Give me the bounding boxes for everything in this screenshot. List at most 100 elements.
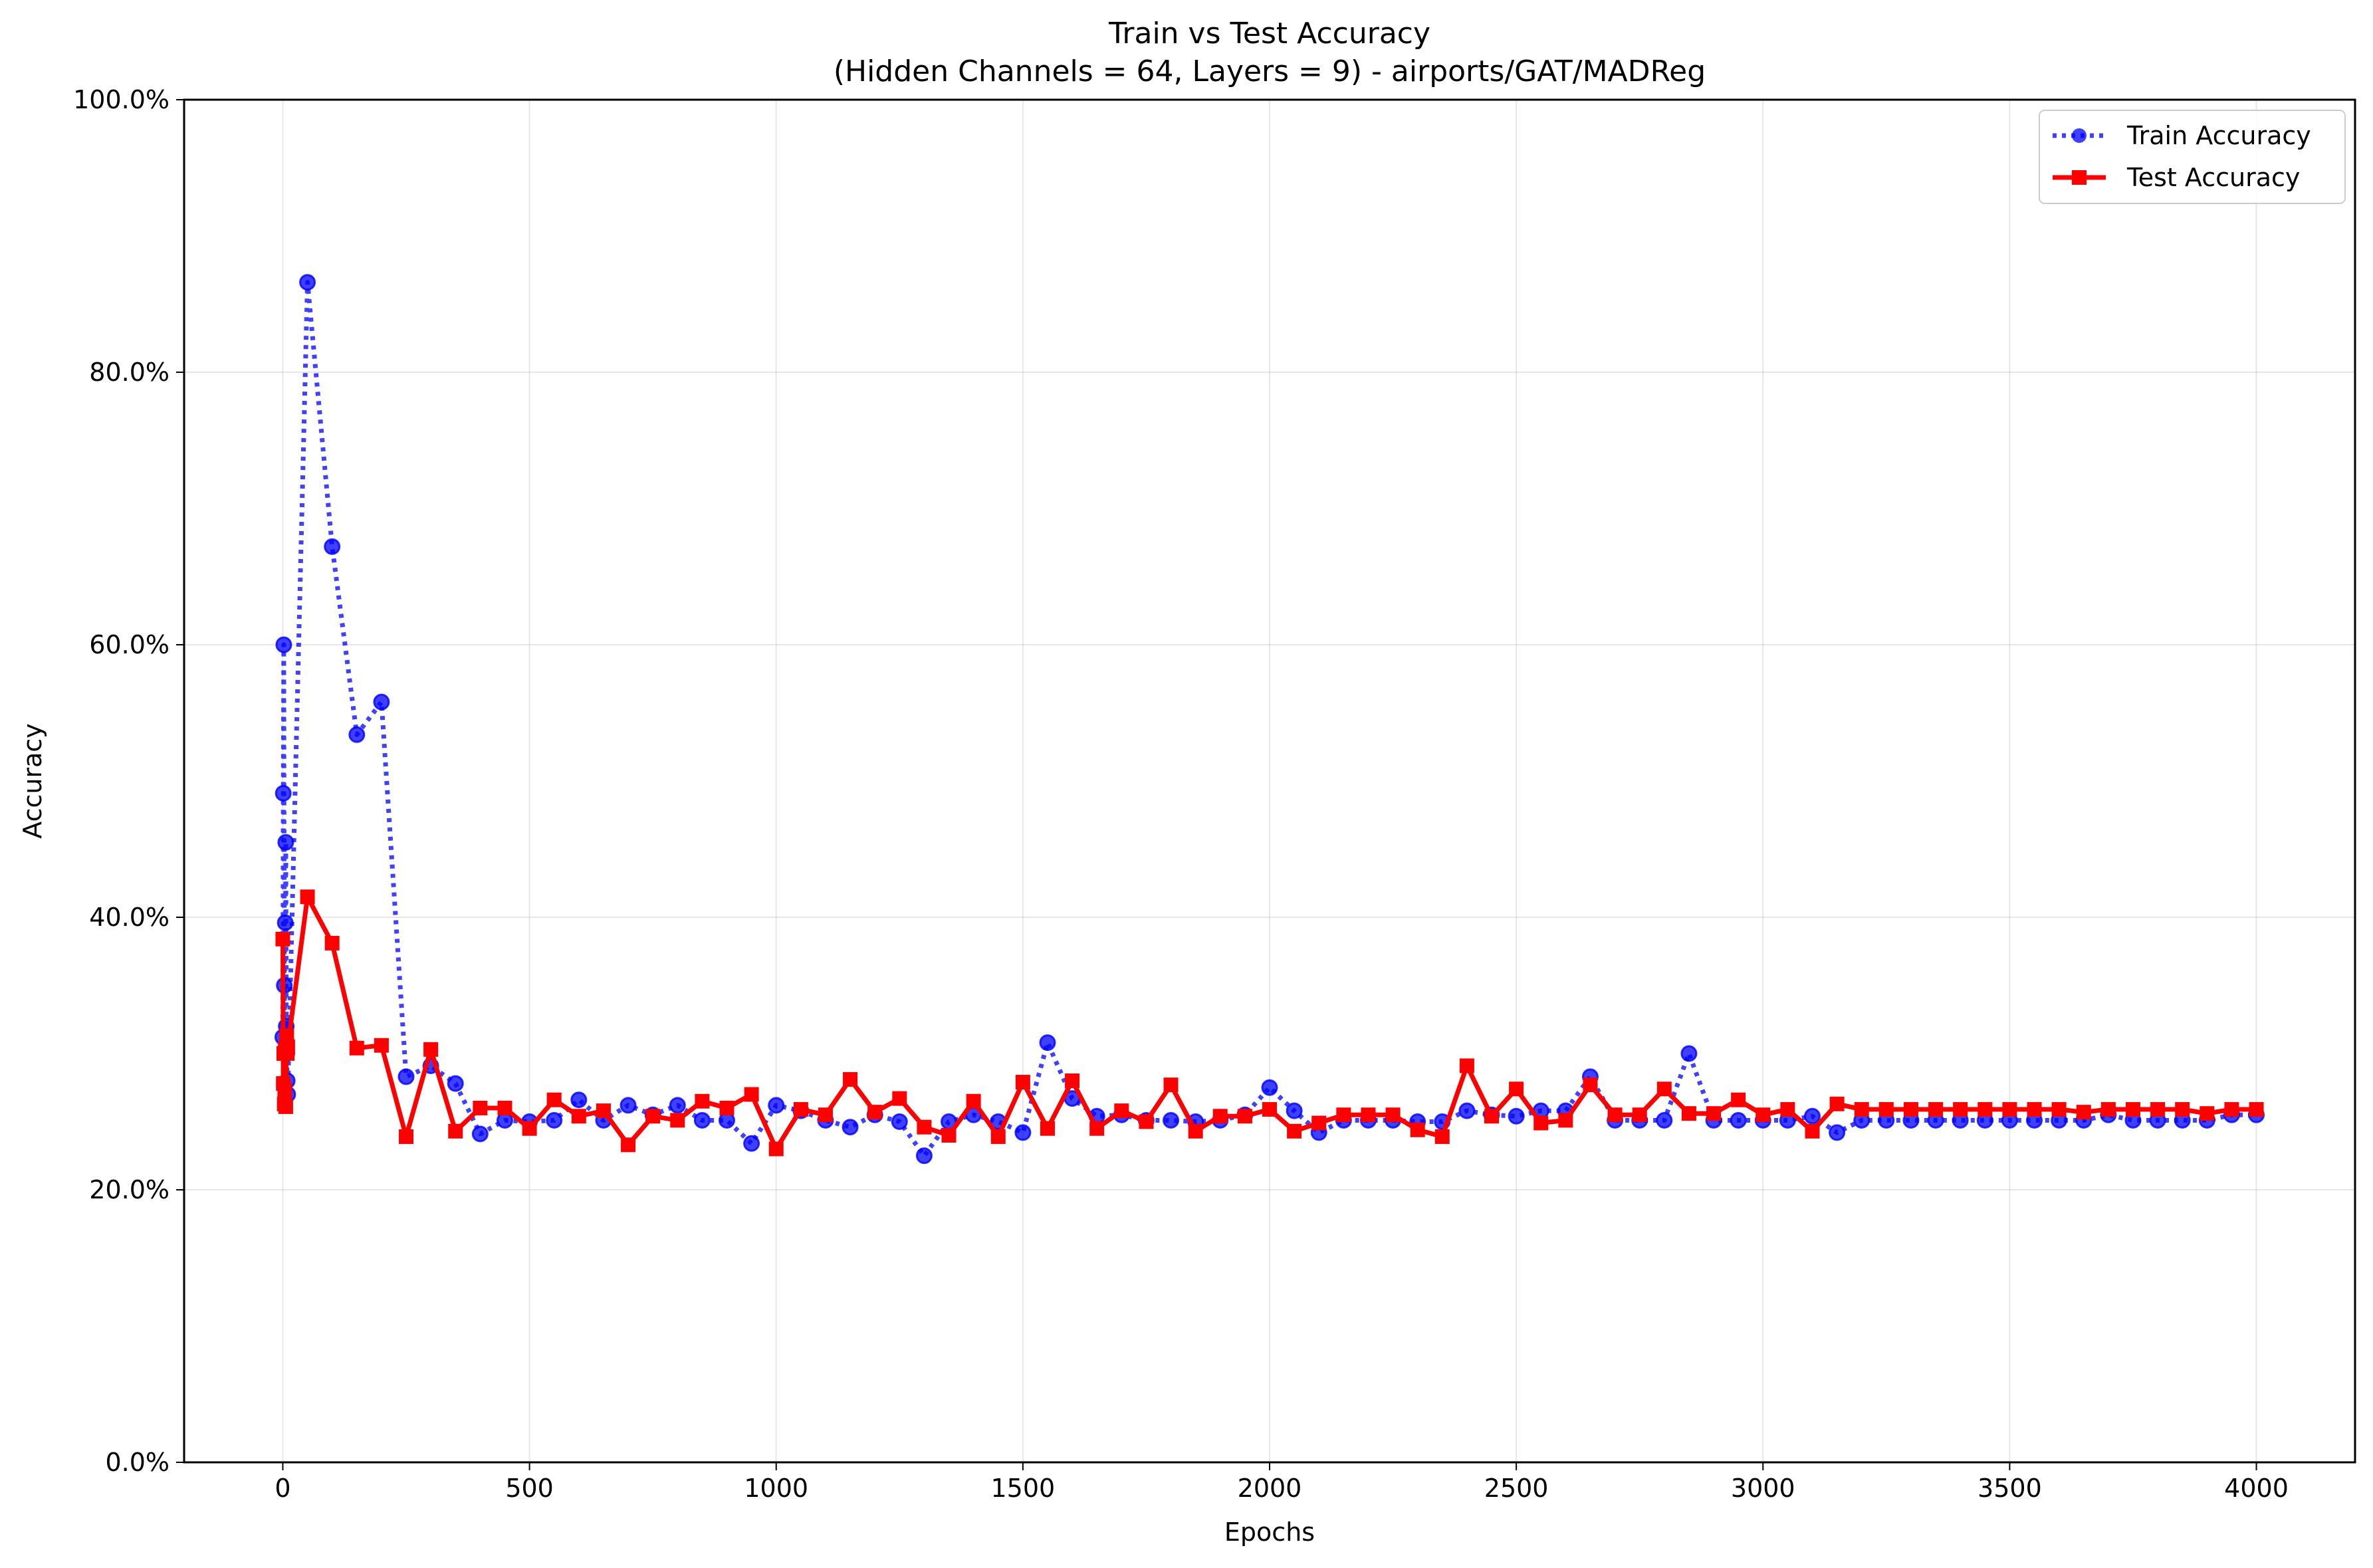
train-accuracy-point — [693, 1111, 711, 1129]
train-accuracy-point — [768, 1097, 785, 1114]
test-accuracy-point — [1163, 1077, 1179, 1093]
test-accuracy-point — [280, 1039, 295, 1054]
test-accuracy-point — [571, 1109, 586, 1124]
train-accuracy-point — [1829, 1124, 1846, 1141]
test-accuracy-point — [1459, 1058, 1474, 1073]
test-accuracy-point — [2200, 1106, 2215, 1121]
test-accuracy-point — [966, 1093, 981, 1109]
train-accuracy-point — [546, 1111, 563, 1129]
test-accuracy-point — [2224, 1102, 2239, 1117]
test-accuracy-point — [374, 1038, 389, 1053]
train-accuracy-point — [570, 1091, 588, 1109]
x-tick-label: 1500 — [991, 1474, 1056, 1503]
test-accuracy-point — [1361, 1107, 1376, 1123]
x-tick-label: 4000 — [2224, 1474, 2289, 1503]
test-accuracy-point — [277, 1083, 292, 1098]
train-accuracy-point — [915, 1147, 933, 1165]
train-accuracy-point — [324, 538, 341, 555]
test-accuracy-point — [670, 1113, 685, 1128]
test-accuracy-point — [497, 1101, 512, 1115]
train-accuracy-point — [397, 1068, 415, 1085]
test-accuracy-point — [1410, 1122, 1425, 1137]
test-accuracy-point — [448, 1123, 463, 1139]
test-accuracy-point — [941, 1128, 957, 1143]
test-accuracy-point — [1583, 1077, 1598, 1093]
test-accuracy-point — [867, 1105, 883, 1120]
legend-label: Test Accuracy — [2126, 163, 2300, 192]
test-accuracy-point — [1139, 1114, 1154, 1129]
y-tick-label: 60.0% — [89, 630, 170, 659]
y-tick-label: 80.0% — [89, 358, 170, 387]
test-accuracy-point — [1212, 1109, 1228, 1124]
test-accuracy-point — [324, 935, 340, 951]
test-accuracy-point — [768, 1141, 784, 1157]
test-accuracy-point — [719, 1101, 734, 1115]
test-accuracy-point — [1978, 1102, 1993, 1117]
test-accuracy-point — [1928, 1102, 1944, 1117]
test-accuracy-point — [1509, 1081, 1524, 1097]
test-accuracy-point — [1484, 1109, 1500, 1124]
legend-swatch-marker — [2072, 128, 2087, 143]
test-accuracy-point — [1311, 1115, 1327, 1131]
legend: Train Accuracy Test Accuracy — [2039, 110, 2346, 204]
test-accuracy-point — [1188, 1123, 1203, 1139]
test-accuracy-point — [300, 889, 315, 905]
y-tick-label: 40.0% — [89, 903, 170, 932]
test-accuracy-point — [892, 1091, 907, 1106]
x-tick-label: 3000 — [1731, 1474, 1795, 1503]
test-accuracy-point — [2175, 1102, 2190, 1117]
y-tick-label: 100.0% — [73, 85, 170, 114]
test-accuracy-point — [1780, 1102, 1795, 1117]
test-accuracy-point — [1065, 1073, 1080, 1088]
train-accuracy-point — [275, 784, 292, 802]
x-tick-label: 0 — [275, 1474, 290, 1503]
x-tick-label: 500 — [505, 1474, 554, 1503]
y-tick-label: 20.0% — [89, 1175, 170, 1204]
test-accuracy-point — [2150, 1102, 2166, 1117]
y-tick-label: 0.0% — [105, 1448, 170, 1477]
chart-title: Train vs Test Accuracy — [1108, 17, 1430, 51]
train-accuracy-point — [1039, 1034, 1056, 1052]
test-accuracy-point — [1607, 1107, 1623, 1123]
test-accuracy-point — [1237, 1109, 1252, 1124]
train-accuracy-point — [348, 726, 366, 743]
grid — [184, 99, 2355, 1463]
test-accuracy-point — [1336, 1107, 1351, 1123]
test-accuracy-point — [1706, 1106, 1722, 1121]
train-accuracy-point — [842, 1119, 859, 1136]
test-accuracy-point — [278, 1099, 293, 1114]
axis-ticks: 0 500 1000 1500 2000 2500 3000 3500 4000 0.0% 20.0… — [73, 85, 2289, 1503]
train-accuracy-point — [1804, 1107, 1821, 1125]
y-axis-label: Accuracy — [18, 723, 47, 839]
test-accuracy-point — [2249, 1102, 2264, 1117]
test-accuracy-point — [1558, 1113, 1573, 1128]
x-tick-label: 1000 — [744, 1474, 808, 1503]
test-accuracy-point — [1114, 1103, 1129, 1119]
legend-swatch-marker — [2072, 170, 2087, 185]
test-accuracy-point — [2027, 1102, 2042, 1117]
test-accuracy-point — [793, 1102, 808, 1117]
test-accuracy-point — [1805, 1123, 1820, 1139]
train-accuracy-point — [447, 1075, 464, 1092]
test-accuracy-point — [1040, 1121, 1055, 1136]
test-accuracy-point — [473, 1101, 488, 1115]
test-accuracy-series — [275, 889, 2264, 1157]
test-accuracy-point — [2076, 1105, 2091, 1120]
train-accuracy-point — [743, 1135, 760, 1152]
test-accuracy-point — [2051, 1102, 2067, 1117]
train-accuracy-point — [1656, 1111, 1673, 1129]
test-accuracy-point — [744, 1087, 759, 1102]
test-accuracy-point — [1878, 1102, 1894, 1117]
test-accuracy-point — [1262, 1102, 1277, 1117]
test-accuracy-point — [843, 1071, 858, 1087]
legend-label: Train Accuracy — [2126, 121, 2311, 150]
test-accuracy-point — [621, 1137, 636, 1153]
test-accuracy-point — [1681, 1106, 1696, 1121]
test-accuracy-point — [546, 1092, 562, 1107]
train-accuracy-point — [373, 693, 390, 711]
test-accuracy-point — [1829, 1096, 1845, 1111]
test-accuracy-point — [1755, 1107, 1771, 1123]
test-accuracy-point — [2100, 1102, 2116, 1117]
